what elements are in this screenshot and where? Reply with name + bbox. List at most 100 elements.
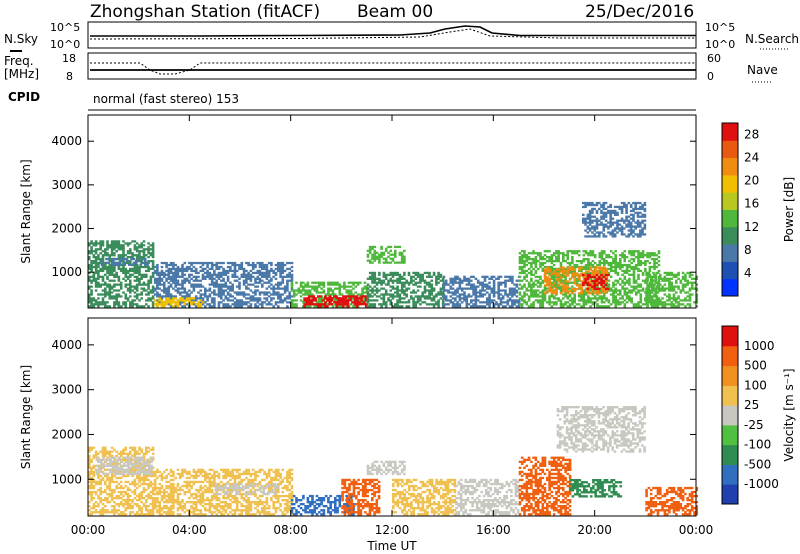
power-data-cell: [256, 299, 260, 302]
velocity-data-cell: [142, 454, 146, 457]
power-data-cell: [619, 283, 622, 286]
power-data-cell: [158, 281, 161, 284]
power-data-cell: [206, 271, 209, 275]
power-data-cell: [573, 297, 576, 300]
power-data-cell: [222, 269, 225, 273]
power-data-cell: [368, 275, 372, 278]
power-data-cell: [432, 297, 436, 300]
power-data-cell: [138, 252, 141, 255]
velocity-data-cell: [95, 472, 99, 476]
power-data-cell: [258, 293, 262, 296]
power-data-cell: [90, 250, 93, 253]
velocity-data-cell: [131, 446, 134, 449]
power-data-cell: [384, 273, 388, 276]
velocity-data-cell: [113, 513, 116, 516]
power-data-cell: [479, 283, 482, 286]
velocity-data-cell: [113, 511, 116, 514]
power-data-cell: [281, 275, 285, 278]
power-data-cell: [138, 254, 141, 257]
power-data-cell: [368, 261, 372, 264]
power-data-cell: [156, 299, 159, 302]
power-data-cell: [598, 256, 602, 259]
velocity-data-cell: [104, 497, 107, 500]
power-data-cell: [555, 303, 558, 306]
power-data-cell: [695, 277, 699, 280]
power-data-cell: [575, 272, 579, 275]
power-data-cell: [481, 293, 484, 296]
power-data-cell: [140, 273, 143, 276]
power-data-cell: [339, 303, 343, 306]
power-data-cell: [596, 290, 599, 293]
power-data-cell: [630, 250, 633, 253]
power-data-cell: [267, 269, 271, 273]
power-data-cell: [603, 288, 606, 291]
power-data-cell: [552, 301, 556, 304]
power-data-cell: [588, 211, 592, 214]
power-data-cell: [632, 277, 636, 280]
power-data-cell: [303, 305, 306, 308]
power-data-cell: [279, 283, 282, 286]
power-data-cell: [153, 269, 157, 273]
velocity-data-cell: [97, 472, 100, 476]
power-data-cell: [591, 301, 595, 304]
power-data-cell: [183, 281, 187, 284]
power-data-cell: [688, 287, 692, 290]
power-data-cell: [598, 292, 602, 295]
power-data-cell: [313, 285, 317, 288]
power-data-cell: [571, 269, 574, 273]
power-data-cell: [474, 277, 478, 280]
power-data-cell: [108, 246, 112, 249]
power-data-cell: [226, 269, 230, 273]
power-data-cell: [174, 303, 177, 306]
power-data-cell: [115, 301, 118, 304]
power-data-cell: [620, 233, 624, 236]
power-data-cell: [97, 265, 100, 269]
power-data-cell: [648, 295, 652, 298]
power-data-cell: [566, 287, 570, 290]
power-data-cell: [190, 285, 193, 288]
power-data-cell: [135, 267, 139, 271]
noise-right-tick-bottom: 10^0: [705, 38, 735, 51]
velocity-data-cell: [119, 497, 123, 500]
power-data-cell: [621, 297, 624, 300]
power-data-cell: [204, 301, 207, 304]
power-data-cell: [210, 299, 214, 302]
power-data-cell: [199, 295, 203, 298]
velocity-data-cell: [88, 505, 91, 508]
velocity-data-cell: [113, 505, 116, 508]
power-data-cell: [414, 277, 418, 280]
power-data-cell: [534, 258, 538, 261]
power-data-cell: [389, 295, 393, 298]
power-data-cell: [240, 291, 244, 294]
power-data-cell: [153, 279, 157, 282]
power-data-cell: [488, 281, 491, 284]
power-data-cell: [604, 273, 608, 277]
power-data-cell: [286, 305, 289, 308]
power-data-cell: [684, 297, 687, 300]
power-data-cell: [472, 285, 475, 288]
power-data-cell: [242, 279, 246, 282]
velocity-data-cell: [97, 505, 100, 508]
power-data-cell: [231, 287, 234, 290]
power-data-cell: [442, 281, 446, 284]
power-data-cell: [609, 269, 613, 273]
power-data-cell: [580, 267, 583, 271]
power-data-cell: [138, 246, 141, 249]
velocity-data-cell: [122, 458, 125, 462]
power-data-cell: [623, 299, 627, 302]
power-data-cell: [553, 282, 556, 285]
power-data-cell: [688, 295, 692, 298]
power-data-cell: [396, 279, 399, 282]
power-data-cell: [612, 299, 615, 302]
power-data-cell: [354, 305, 358, 308]
power-data-cell: [94, 260, 98, 263]
power-data-cell: [265, 303, 269, 306]
power-data-cell: [586, 235, 590, 238]
power-data-cell: [222, 293, 225, 296]
power-data-cell: [451, 305, 455, 308]
power-data-cell: [451, 297, 455, 300]
power-data-cell: [588, 217, 592, 220]
power-colorbar-swatch: [722, 226, 738, 245]
power-data-cell: [206, 269, 209, 273]
power-data-cell: [224, 297, 228, 300]
